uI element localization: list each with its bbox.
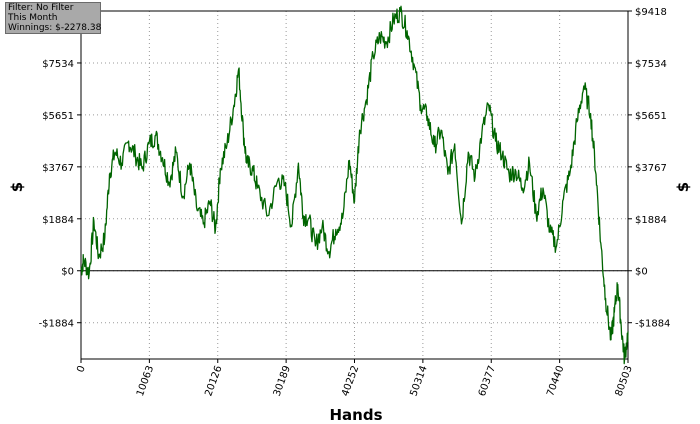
winnings-line — [80, 5, 629, 365]
y-tick-label-right: $5651 — [635, 111, 667, 122]
y-tick-label-left: $5651 — [42, 111, 74, 122]
y-tick-label-left: $1884 — [42, 215, 74, 226]
x-tick-label: 0 — [75, 364, 88, 374]
x-tick-label: 80503 — [614, 364, 635, 398]
winnings-label: Winnings: $-2278.38 — [8, 23, 102, 33]
y-tick-label-right: $3767 — [635, 163, 667, 174]
axis-ticks — [77, 10, 632, 363]
x-axis-tick-labels: 0 10063 20126 30189 40252 50314 60377 70440 8050… — [75, 364, 635, 398]
filter-info-box: Filter: No Filter This Month Winnings: $… — [5, 2, 101, 34]
y-tick-label-right: $1884 — [635, 215, 667, 226]
x-tick-label: 50314 — [408, 364, 429, 398]
x-tick-label: 20126 — [203, 364, 224, 398]
y-tick-label-right: -$1884 — [635, 319, 670, 330]
x-tick-label: 10063 — [135, 364, 156, 398]
x-tick-label: 70440 — [545, 364, 566, 398]
filter-label: Filter: No Filter — [8, 3, 74, 13]
x-tick-label: 60377 — [477, 364, 498, 398]
x-axis-title: Hands — [329, 406, 382, 424]
grid-lines — [81, 10, 628, 359]
x-tick-label: 30189 — [272, 364, 293, 398]
period-label: This Month — [8, 13, 58, 23]
y-tick-label-right: $0 — [635, 267, 648, 278]
y-axis-left-tick-labels: -$1884$0$1884$3767$5651$7534$9418 — [39, 7, 74, 330]
y-tick-label-left: -$1884 — [39, 319, 74, 330]
y-axis-title-left: $ — [8, 182, 26, 192]
y-tick-label-right: $7534 — [635, 59, 667, 70]
y-tick-label-right: $9418 — [635, 7, 667, 18]
y-axis-title-right: $ — [674, 182, 692, 192]
y-tick-label-left: $7534 — [42, 59, 74, 70]
y-tick-label-left: $3767 — [42, 163, 74, 174]
x-tick-label: 40252 — [340, 364, 361, 398]
y-tick-label-left: $0 — [61, 267, 74, 278]
y-axis-right-tick-labels: -$1884 $0 $1884 $3767 $5651 $7534 $9418 — [635, 7, 670, 330]
